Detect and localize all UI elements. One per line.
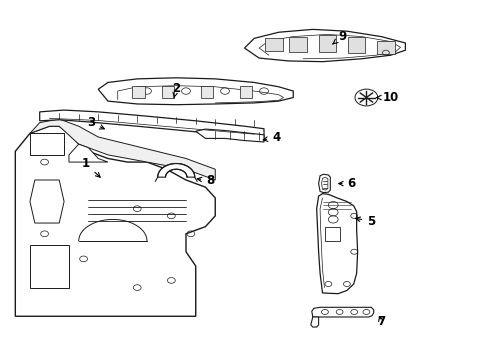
Polygon shape (244, 30, 405, 62)
Polygon shape (376, 41, 394, 54)
Polygon shape (161, 86, 173, 98)
Polygon shape (158, 163, 194, 177)
Polygon shape (40, 110, 264, 138)
Polygon shape (347, 37, 365, 53)
Polygon shape (30, 180, 64, 223)
Text: 5: 5 (355, 215, 375, 228)
Polygon shape (15, 126, 215, 316)
Text: 8: 8 (197, 174, 214, 187)
Polygon shape (325, 226, 339, 241)
Polygon shape (200, 86, 212, 98)
Polygon shape (321, 177, 327, 190)
Text: 2: 2 (172, 82, 180, 98)
Polygon shape (132, 86, 144, 98)
Text: 7: 7 (376, 315, 385, 328)
Polygon shape (30, 134, 64, 155)
Polygon shape (310, 317, 318, 327)
Text: 9: 9 (332, 30, 346, 44)
Text: 1: 1 (82, 157, 100, 177)
Polygon shape (30, 119, 215, 180)
Polygon shape (195, 129, 264, 142)
Polygon shape (98, 78, 293, 105)
Text: 3: 3 (87, 116, 104, 129)
Polygon shape (69, 144, 108, 162)
Polygon shape (311, 307, 373, 317)
Polygon shape (318, 174, 330, 193)
Text: 4: 4 (263, 131, 280, 144)
Polygon shape (318, 36, 335, 52)
Polygon shape (316, 194, 357, 294)
Polygon shape (30, 244, 69, 288)
Text: 6: 6 (338, 177, 355, 190)
Polygon shape (239, 86, 251, 98)
Polygon shape (264, 39, 282, 51)
Polygon shape (289, 37, 306, 51)
Text: 10: 10 (376, 91, 398, 104)
